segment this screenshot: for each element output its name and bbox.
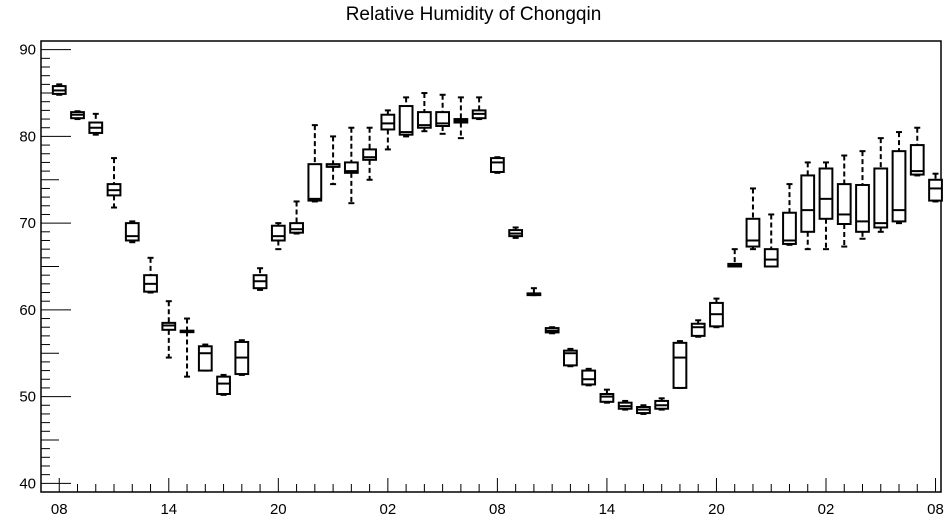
box-plot: [380, 109, 396, 151]
box-plot: [161, 300, 177, 359]
box-iqr: [343, 161, 359, 174]
box-iqr: [581, 369, 597, 386]
box-iqr: [800, 174, 816, 233]
box-plot: [909, 126, 925, 177]
box-iqr: [873, 167, 889, 229]
box-plot: [599, 388, 615, 404]
box-iqr: [763, 248, 779, 268]
box-plot: [763, 213, 779, 268]
box-iqr: [124, 222, 140, 242]
box-plot: [526, 287, 542, 297]
box-iqr: [490, 157, 505, 173]
box-iqr: [745, 217, 761, 248]
box-iqr: [599, 392, 615, 403]
box-plot: [124, 220, 140, 244]
box-iqr: [818, 167, 834, 220]
x-tick-label: 02: [380, 501, 397, 518]
x-tick-label: 08: [489, 501, 506, 518]
box-iqr: [289, 222, 304, 234]
box-plot: [197, 343, 213, 372]
x-tick-label: 08: [51, 501, 68, 518]
box-series: [51, 83, 943, 415]
box-plot: [289, 200, 304, 235]
box-iqr: [416, 111, 432, 129]
y-tick-label: 80: [19, 128, 36, 145]
x-tick-label: 20: [270, 501, 287, 518]
y-axis: 40 50 60 70 80 90: [19, 40, 71, 493]
box-plot: [362, 126, 377, 181]
chart-title: Relative Humidity of Chongqin: [345, 4, 602, 25]
box-plot: [709, 297, 724, 329]
box-plot: [891, 131, 907, 225]
box-plot: [636, 404, 651, 415]
box-plot: [343, 126, 359, 205]
box-plot: [70, 110, 85, 121]
box-iqr: [891, 150, 907, 223]
box-plot: [745, 187, 761, 251]
box-plot: [836, 154, 852, 248]
box-iqr: [216, 375, 231, 395]
box-plot: [179, 317, 195, 378]
box-iqr: [782, 211, 797, 245]
box-plot: [252, 267, 268, 291]
x-tick-label: 14: [599, 501, 616, 518]
box-plot: [234, 339, 250, 376]
x-tick-label: 14: [160, 501, 177, 518]
box-plot: [928, 172, 943, 203]
box-plot: [143, 256, 158, 294]
box-iqr: [672, 341, 688, 389]
box-plot: [873, 137, 889, 233]
y-tick-label: 50: [19, 389, 36, 406]
box-plot: [672, 340, 688, 389]
box-plot: [617, 399, 633, 411]
y-tick-label: 90: [19, 42, 36, 59]
box-plot: [416, 92, 432, 133]
box-iqr: [362, 148, 377, 161]
box-plot: [544, 326, 560, 335]
box-iqr: [197, 345, 213, 372]
box-plot: [398, 96, 414, 138]
box-plot: [654, 397, 670, 411]
box-plot: [490, 156, 505, 174]
box-plot: [727, 248, 743, 268]
y-tick-label: 70: [19, 215, 36, 232]
box-plot: [471, 96, 487, 121]
box-plot: [508, 226, 524, 239]
x-tick-label: 08: [927, 501, 944, 518]
y-tick-label: 60: [19, 302, 36, 319]
box-plot: [581, 367, 597, 387]
box-plot: [782, 183, 797, 246]
box-plot: [216, 373, 231, 396]
x-tick-label: 20: [708, 501, 725, 518]
box-plot: [307, 124, 323, 203]
y-tick-label: 40: [19, 475, 36, 492]
box-plot: [563, 347, 578, 368]
box-iqr: [928, 178, 943, 202]
box-iqr: [855, 183, 870, 233]
box-iqr: [380, 113, 396, 131]
box-iqr: [690, 322, 706, 337]
x-axis: 08 14 20 02 08 14 20 02 08: [40, 478, 944, 518]
box-iqr: [398, 105, 414, 136]
box-plot: [270, 222, 286, 251]
box-iqr: [836, 183, 852, 226]
box-plot: [800, 161, 816, 251]
box-plot: [690, 319, 706, 338]
box-plot: [51, 83, 67, 96]
box-plot: [855, 150, 870, 240]
box-plot: [325, 135, 341, 186]
box-plot: [453, 96, 469, 140]
box-iqr: [909, 144, 925, 176]
box-plot: [435, 93, 451, 135]
box-plot: [818, 161, 834, 251]
box-iqr: [307, 163, 323, 202]
box-plot: [106, 157, 122, 209]
box-iqr: [270, 224, 286, 242]
plot-frame: [40, 40, 942, 493]
box-plot: [88, 112, 104, 136]
x-tick-label: 02: [818, 501, 835, 518]
box-iqr: [563, 349, 578, 367]
